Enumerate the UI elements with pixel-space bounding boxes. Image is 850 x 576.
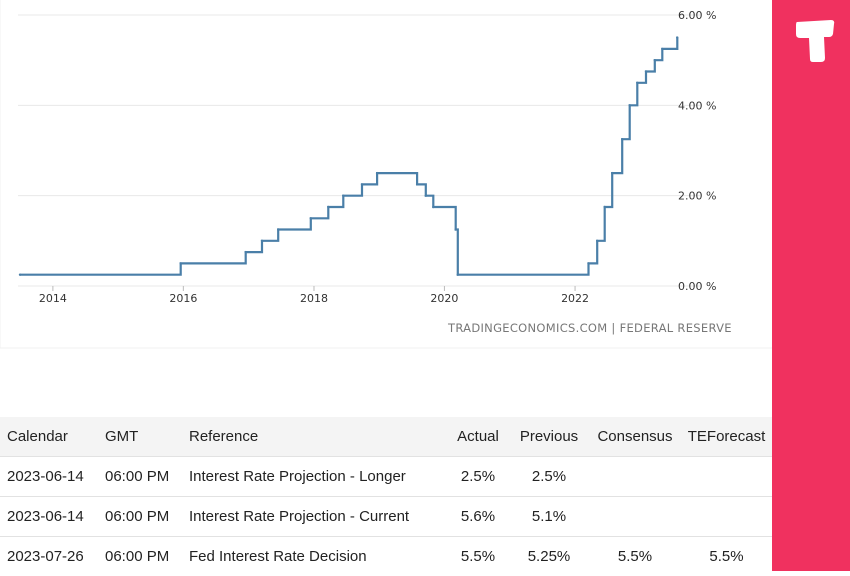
row-previous: 5.1% xyxy=(509,497,589,537)
data-point xyxy=(376,172,378,174)
x-tick-label: 2016 xyxy=(169,292,197,305)
row-gmt: 06:00 PM xyxy=(105,497,189,537)
y-tick-label: 0.00 % xyxy=(678,280,716,293)
data-point xyxy=(416,183,418,185)
data-point xyxy=(425,195,427,197)
calendar-header-row: Calendar GMT Reference Actual Previous C… xyxy=(0,417,772,457)
data-point xyxy=(654,59,656,61)
data-point xyxy=(432,206,434,208)
rate-series-line xyxy=(20,38,678,275)
x-tick-label: 2014 xyxy=(39,292,67,305)
x-tick-label: 2020 xyxy=(430,292,458,305)
data-point xyxy=(621,138,623,140)
data-point xyxy=(342,195,344,197)
brand-sidebar xyxy=(772,0,850,571)
data-point xyxy=(596,240,598,242)
x-tick-label: 2022 xyxy=(561,292,589,305)
header-previous[interactable]: Previous xyxy=(509,417,589,457)
y-tick-label: 2.00 % xyxy=(678,190,716,203)
data-point xyxy=(457,274,459,276)
data-point xyxy=(277,228,279,230)
row-teforecast: 5.5% xyxy=(681,537,772,576)
row-teforecast xyxy=(681,457,772,497)
header-gmt[interactable]: GMT xyxy=(105,417,189,457)
row-date: 2023-07-26 xyxy=(0,537,105,576)
data-point xyxy=(604,206,606,208)
data-point xyxy=(587,262,589,264)
row-previous: 5.25% xyxy=(509,537,589,576)
row-gmt: 06:00 PM xyxy=(105,457,189,497)
economic-calendar-table: Calendar GMT Reference Actual Previous C… xyxy=(0,417,772,576)
row-teforecast xyxy=(681,497,772,537)
header-calendar[interactable]: Calendar xyxy=(0,417,105,457)
row-consensus xyxy=(589,457,681,497)
y-tick-label: 4.00 % xyxy=(678,99,716,112)
x-tick-label: 2018 xyxy=(300,292,328,305)
data-point xyxy=(676,36,678,38)
row-date: 2023-06-14 xyxy=(0,497,105,537)
source-attribution[interactable]: TRADINGECONOMICS.COM | FEDERAL RESERVE xyxy=(448,321,732,335)
data-point xyxy=(636,82,638,84)
row-consensus: 5.5% xyxy=(589,537,681,576)
row-reference[interactable]: Fed Interest Rate Decision xyxy=(189,537,447,576)
header-teforecast[interactable]: TEForecast xyxy=(681,417,772,457)
header-actual[interactable]: Actual xyxy=(447,417,509,457)
header-reference[interactable]: Reference xyxy=(189,417,447,457)
data-point xyxy=(180,262,182,264)
table-row[interactable]: 2023-06-14 06:00 PM Interest Rate Projec… xyxy=(0,497,772,537)
data-point xyxy=(611,172,613,174)
row-reference[interactable]: Interest Rate Projection - Current xyxy=(189,497,447,537)
row-consensus xyxy=(589,497,681,537)
data-point xyxy=(455,228,457,230)
row-gmt: 06:00 PM xyxy=(105,537,189,576)
data-point xyxy=(645,70,647,72)
table-row[interactable]: 2023-06-14 06:00 PM Interest Rate Projec… xyxy=(0,457,772,497)
row-previous: 2.5% xyxy=(509,457,589,497)
tradingeconomics-logo-icon[interactable] xyxy=(794,18,836,69)
data-point xyxy=(245,251,247,253)
row-actual: 5.5% xyxy=(447,537,509,576)
data-point xyxy=(661,48,663,50)
data-point xyxy=(361,183,363,185)
data-point xyxy=(327,206,329,208)
row-date: 2023-06-14 xyxy=(0,457,105,497)
data-point xyxy=(19,274,21,276)
chart-svg: 0.00 % 2.00 % 4.00 % 6.00 % 2014 2016 2018 2020… xyxy=(0,0,772,350)
header-consensus[interactable]: Consensus xyxy=(589,417,681,457)
y-tick-label: 6.00 % xyxy=(678,9,716,22)
data-point xyxy=(310,217,312,219)
table-row[interactable]: 2023-07-26 06:00 PM Fed Interest Rate De… xyxy=(0,537,772,576)
chart-area: 0.00 % 2.00 % 4.00 % 6.00 % 2014 2016 2018 2020… xyxy=(0,0,772,350)
data-point xyxy=(261,240,263,242)
row-reference[interactable]: Interest Rate Projection - Longer xyxy=(189,457,447,497)
data-point xyxy=(629,104,631,106)
row-actual: 5.6% xyxy=(447,497,509,537)
row-actual: 2.5% xyxy=(447,457,509,497)
